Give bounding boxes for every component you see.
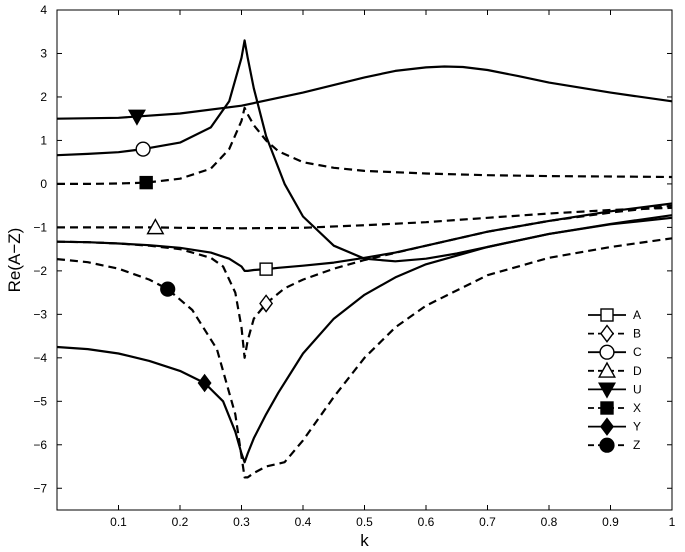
series-line-u [56, 65, 673, 120]
x-tick-label: 0.9 [602, 515, 619, 529]
legend-marker-b [600, 324, 614, 343]
x-tick-label: 0.7 [479, 515, 496, 529]
y-tick-label: 4 [40, 3, 47, 17]
series-marker-u [127, 109, 146, 126]
legend-label-b: B [633, 327, 641, 341]
x-tick-label: 0.4 [295, 515, 312, 529]
y-axis-label: Re(A−Z) [5, 228, 24, 293]
y-tick-label: 1 [40, 133, 47, 147]
y-tick-label: −2 [33, 264, 47, 278]
y-tick-label: 0 [40, 177, 47, 191]
series-marker-y [197, 373, 212, 393]
x-tick-label: 0.8 [541, 515, 558, 529]
legend-label-u: U [633, 382, 642, 396]
y-tick-label: −5 [33, 394, 47, 408]
legend-marker-x [600, 401, 614, 415]
legend-marker-c [599, 344, 615, 360]
x-tick-label: 0.6 [418, 515, 435, 529]
legend-label-y: Y [633, 420, 641, 434]
legend-label-c: C [633, 345, 642, 359]
legend-label-d: D [633, 364, 642, 378]
legend-marker-z [599, 437, 615, 453]
legend-marker-y [600, 417, 614, 436]
legend-marker-u [598, 382, 616, 399]
x-tick-label: 1 [669, 515, 676, 529]
x-tick-label: 0.1 [110, 515, 127, 529]
x-axis-label: k [360, 531, 369, 550]
series-layer [56, 39, 673, 479]
legend-marker-a [600, 308, 614, 322]
series-marker-z [160, 281, 176, 297]
x-tick-label: 0.2 [172, 515, 189, 529]
legend-marker-d [598, 361, 616, 378]
series-line-y [56, 216, 673, 464]
y-tick-label: −4 [33, 351, 47, 365]
legend-label-a: A [633, 308, 641, 322]
series-marker-b [259, 294, 274, 313]
series-marker-c [135, 141, 151, 157]
series-line-c [56, 39, 673, 263]
series-marker-x [139, 175, 153, 190]
legend-label-z: Z [633, 438, 640, 452]
y-tick-label: −1 [33, 220, 47, 234]
y-tick-label: −6 [33, 438, 47, 452]
marker-layer [127, 109, 274, 393]
y-tick-label: 3 [40, 46, 47, 60]
legend-label-x: X [633, 401, 641, 415]
y-tick-label: 2 [40, 90, 47, 104]
series-line-x [57, 106, 673, 185]
tick-layer: 0.1 0.2 0.3 0.4 0.5 0.6 0.7 0.8 0.9 1 −7 −6 −5 −4 −3 −2… [33, 3, 675, 529]
x-tick-label: 0.3 [233, 515, 250, 529]
y-tick-label: −7 [33, 481, 47, 495]
series-marker-a [259, 262, 273, 276]
series-line-z [56, 237, 673, 479]
x-tick-label: 0.5 [356, 515, 373, 529]
series-line-d [57, 206, 673, 230]
series-line-b [56, 204, 673, 359]
y-tick-label: −3 [33, 307, 47, 321]
series-marker-d [146, 218, 165, 235]
